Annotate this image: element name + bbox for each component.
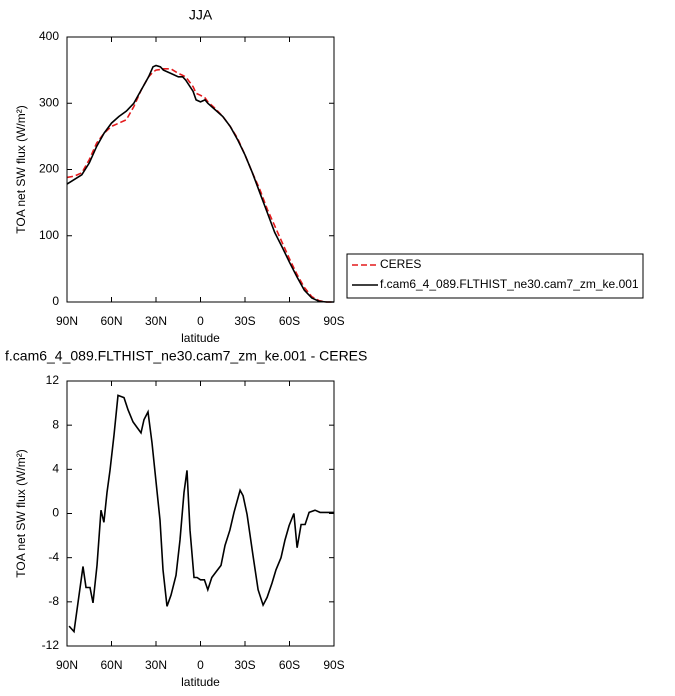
x-axis-label: latitude — [181, 331, 220, 345]
plot-frame — [66, 36, 335, 303]
x-tick-label: 0 — [197, 314, 204, 328]
x-tick-label: 30N — [145, 658, 167, 672]
legend-box — [346, 253, 644, 299]
x-tick-label: 60N — [100, 314, 122, 328]
y-axis-label: TOA net SW flux (W/m²) — [14, 449, 28, 577]
x-tick-label: 90N — [56, 314, 78, 328]
y-axis-label: TOA net SW flux (W/m²) — [14, 105, 28, 233]
x-axis-label: latitude — [181, 675, 220, 689]
x-tick-label: 90S — [323, 658, 344, 672]
x-tick-label: 30N — [145, 314, 167, 328]
x-tick-label: 90S — [323, 314, 344, 328]
legend-label: CERES — [380, 257, 421, 271]
data-line — [66, 68, 334, 303]
y-tick-label: 0 — [52, 294, 59, 308]
legend-label: f.cam6_4_089.FLTHIST_ne30.cam7_zm_ke.001 — [380, 277, 639, 291]
x-tick-label: 30S — [234, 658, 255, 672]
chart-title: f.cam6_4_089.FLTHIST_ne30.cam7_zm_ke.001… — [5, 348, 367, 364]
y-tick-label: 8 — [52, 417, 59, 431]
y-tick-label: 400 — [39, 29, 59, 43]
y-tick-label: -12 — [42, 638, 60, 652]
y-tick-label: 0 — [52, 506, 59, 520]
y-tick-label: -4 — [48, 550, 59, 564]
data-line — [68, 394, 334, 634]
x-tick-label: 30S — [234, 314, 255, 328]
x-tick-label: 90N — [56, 658, 78, 672]
y-tick-label: 200 — [39, 162, 59, 176]
data-line — [66, 64, 334, 303]
y-tick-label: 100 — [39, 228, 59, 242]
chart-title: JJA — [189, 7, 213, 23]
x-tick-label: 60S — [279, 314, 300, 328]
y-tick-label: 300 — [39, 95, 59, 109]
y-tick-label: -8 — [48, 594, 59, 608]
x-tick-label: 60N — [100, 658, 122, 672]
x-tick-label: 0 — [197, 658, 204, 672]
y-tick-label: 4 — [52, 462, 59, 476]
x-tick-label: 60S — [279, 658, 300, 672]
y-tick-label: 12 — [46, 373, 60, 387]
